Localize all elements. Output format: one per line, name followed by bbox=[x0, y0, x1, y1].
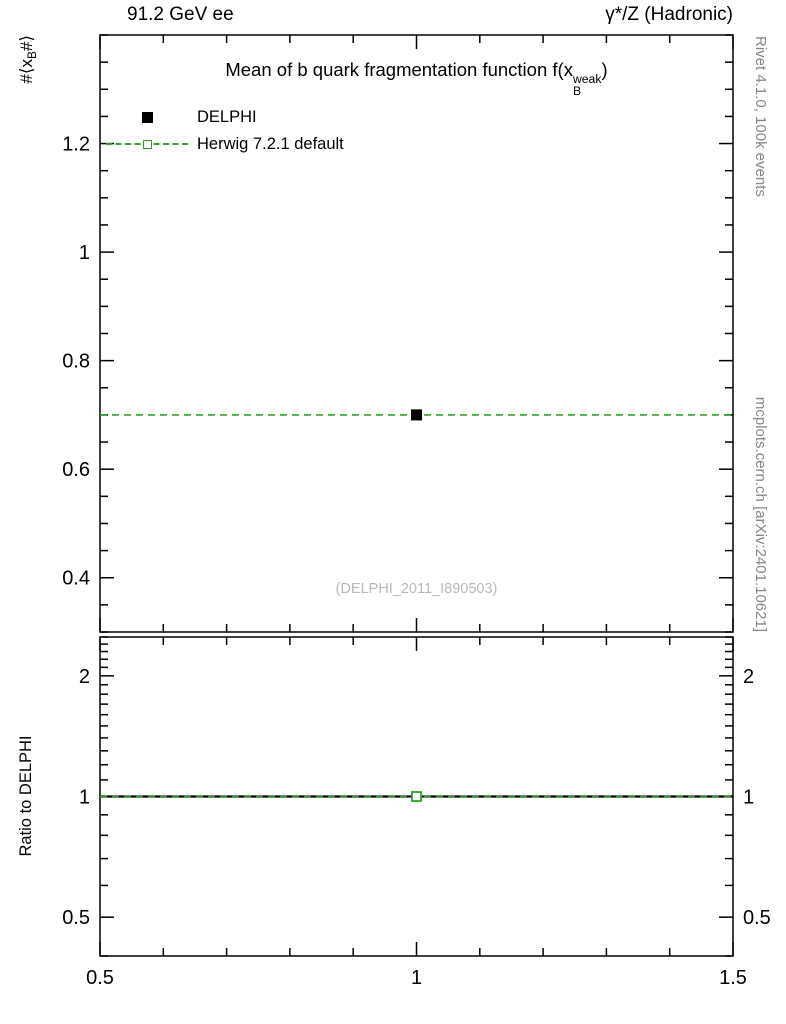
ratio-panel: 0.5 0.5 1 1 2 2 0.5 1 1.5 bbox=[62, 636, 771, 989]
legend-label-herwig: Herwig 7.2.1 default bbox=[197, 135, 344, 153]
main-y-tick-label: 0.4 bbox=[62, 568, 90, 590]
legend-item-herwig: Herwig 7.2.1 default bbox=[106, 131, 344, 158]
legend-label-delphi: DELPHI bbox=[197, 108, 257, 126]
legend: DELPHI Herwig 7.2.1 default bbox=[106, 104, 344, 158]
legend-item-delphi: DELPHI bbox=[106, 104, 344, 131]
main-y-tick-label: 1.2 bbox=[62, 134, 90, 156]
ratio-y-tick-label: 2 bbox=[79, 666, 90, 688]
ratio-y-tick-label-right: 2 bbox=[743, 666, 754, 688]
ratio-y-axis-label: Ratio to DELPHI bbox=[17, 735, 35, 857]
ratio-y-tick-label: 0.5 bbox=[62, 907, 90, 929]
legend-marker-cell bbox=[106, 104, 188, 131]
open-square-marker bbox=[411, 791, 422, 802]
main-y-tick-label: 0.6 bbox=[62, 459, 90, 481]
x-tick-label: 0.5 bbox=[86, 967, 114, 989]
filled-square-marker bbox=[411, 409, 422, 421]
plot-title: Mean of b quark fragmentation function f… bbox=[100, 59, 733, 97]
main-y-axis-label-text: #⟨x bbox=[17, 59, 36, 84]
ratio-y-tick-label-right: 1 bbox=[743, 787, 754, 809]
plot-title-suffix: ) bbox=[601, 59, 608, 80]
main-y-axis-label: #⟨xB#⟩ bbox=[17, 35, 39, 84]
mcplots-arxiv-note: mcplots.cern.ch [arXiv:2401.10621] bbox=[752, 396, 769, 632]
plot-title-subscript: B bbox=[572, 83, 582, 98]
x-tick-label: 1.5 bbox=[719, 967, 747, 989]
filled-square-marker-icon bbox=[141, 112, 153, 123]
x-tick-label: 1 bbox=[411, 967, 422, 989]
ratio-y-tick-label: 1 bbox=[79, 787, 90, 809]
ratio-y-tick-label-right: 0.5 bbox=[743, 907, 771, 929]
main-y-axis-label-suffix: #⟩ bbox=[17, 35, 36, 52]
main-panel: 0.4 0.6 0.8 1 1.2 bbox=[62, 34, 734, 633]
main-y-tick-label: 0.8 bbox=[62, 351, 90, 373]
plot-title-text: Mean of b quark fragmentation function f… bbox=[225, 59, 573, 80]
rivet-version-note: Rivet 4.1.0, 100k events bbox=[752, 36, 769, 197]
plot-title-superscript: weak bbox=[572, 72, 602, 86]
analysis-id-watermark: (DELPHI_2011_I890503) bbox=[335, 581, 498, 597]
beam-energy-label: 91.2 GeV ee bbox=[127, 4, 234, 25]
main-frame bbox=[99, 34, 734, 633]
main-y-axis-label-subscript: B bbox=[25, 51, 39, 60]
process-label: γ*/Z (Hadronic) bbox=[605, 4, 733, 25]
open-square-marker-icon bbox=[142, 140, 152, 149]
main-y-tick-label: 1 bbox=[79, 242, 90, 264]
plot-title-supsub: weak B bbox=[572, 72, 602, 98]
legend-marker-cell bbox=[106, 131, 188, 158]
